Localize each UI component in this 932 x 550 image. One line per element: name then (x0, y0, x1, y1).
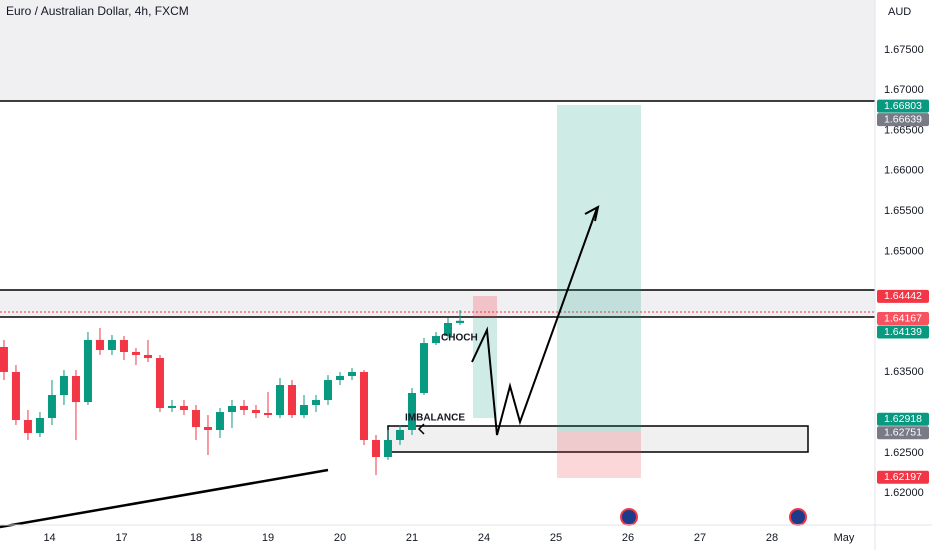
small-stop (473, 296, 497, 317)
x-tick-label: 27 (694, 532, 706, 544)
y-tick-label: 1.66500 (884, 124, 924, 136)
price-label: 1.62197 (884, 471, 922, 483)
x-tick-label: 14 (43, 532, 55, 544)
candle-body (407, 393, 416, 430)
chart-title: Euro / Australian Dollar, 4h, FXCM (6, 4, 189, 18)
candle-body (431, 336, 440, 344)
price-label: 1.64167 (884, 312, 922, 324)
x-tick-label: 17 (115, 532, 127, 544)
candle-body (59, 376, 68, 396)
y-tick-label: 1.67500 (884, 44, 924, 56)
candle-body (179, 405, 188, 411)
candle-body (143, 354, 152, 359)
candle-body (371, 439, 380, 457)
x-tick-label: May (834, 532, 855, 544)
y-tick-label: 1.65000 (884, 245, 924, 257)
price-label-box (877, 470, 929, 484)
candle-body (35, 417, 44, 433)
candle-body (275, 385, 284, 416)
long-target (557, 105, 641, 432)
candle-body (155, 358, 164, 408)
resistance-zone (0, 290, 875, 317)
candle-body (47, 395, 56, 418)
event-icon[interactable] (620, 508, 638, 526)
candle-body (419, 343, 428, 394)
candle-body (215, 412, 224, 430)
annotation: IMBALANCE (405, 413, 465, 424)
y-tick-label: 1.63500 (884, 366, 924, 378)
price-label-box (877, 113, 929, 127)
price-label: 1.64442 (884, 290, 922, 302)
candle-body (335, 376, 344, 381)
candle-body (444, 322, 453, 337)
price-label-box (877, 99, 929, 113)
y-tick-label: 1.62500 (884, 447, 924, 459)
x-tick-label: 19 (262, 532, 274, 544)
price-label: 1.62751 (884, 426, 922, 438)
price-label-box (877, 312, 929, 326)
arrow-head (584, 205, 600, 222)
price-label: 1.64139 (884, 326, 922, 338)
supply-zone (0, 0, 875, 101)
candles (0, 310, 465, 476)
candle-body (299, 405, 308, 416)
x-tick-label: 25 (550, 532, 562, 544)
projection-path (471, 207, 598, 436)
y-tick-label: 1.62000 (884, 487, 924, 499)
price-label-box (877, 412, 929, 426)
candle-body (347, 371, 356, 377)
candle-body (323, 380, 332, 401)
x-tick-label: 20 (334, 532, 346, 544)
price-label: 1.62918 (884, 413, 922, 425)
candle-body (203, 427, 212, 430)
candle-body (191, 410, 200, 428)
price-label-box (877, 289, 929, 303)
candle-body (456, 320, 465, 323)
event-icon[interactable] (789, 508, 807, 526)
x-tick-label: 24 (478, 532, 490, 544)
annotation: CHOCH (441, 333, 478, 344)
y-tick-label: 1.65500 (884, 205, 924, 217)
price-label-box (877, 325, 929, 339)
y-tick-label: 1.67000 (884, 84, 924, 96)
x-tick-label: 18 (190, 532, 202, 544)
candle-body (131, 351, 140, 355)
x-tick-label: 28 (766, 532, 778, 544)
candle-body (227, 405, 236, 413)
trend-line (0, 468, 329, 529)
imbalance-zone (387, 425, 809, 453)
candle-body (71, 376, 80, 403)
candle-body (23, 420, 32, 433)
price-label: 1.66639 (884, 113, 922, 125)
candle-body (311, 400, 320, 406)
price-label-box (877, 426, 929, 440)
candle-body (251, 410, 260, 413)
candle-body (119, 339, 128, 352)
candle-body (11, 371, 20, 420)
currency-label: AUD (888, 6, 911, 18)
candle-body (383, 439, 392, 457)
long-stop (557, 432, 641, 478)
candle-body (395, 429, 404, 440)
x-tick-label: 21 (406, 532, 418, 544)
candle-body (83, 339, 92, 403)
candle-body (0, 346, 8, 372)
candle-body (167, 405, 176, 408)
candle-body (359, 371, 368, 440)
candle-body (239, 405, 248, 411)
candle-body (95, 339, 104, 350)
candle-body (287, 385, 296, 416)
x-tick-label: 26 (622, 532, 634, 544)
candle-body (107, 339, 116, 350)
y-tick-label: 1.66000 (884, 165, 924, 177)
price-label: 1.66803 (884, 100, 922, 112)
marker (417, 423, 425, 435)
candle-body (263, 412, 272, 416)
